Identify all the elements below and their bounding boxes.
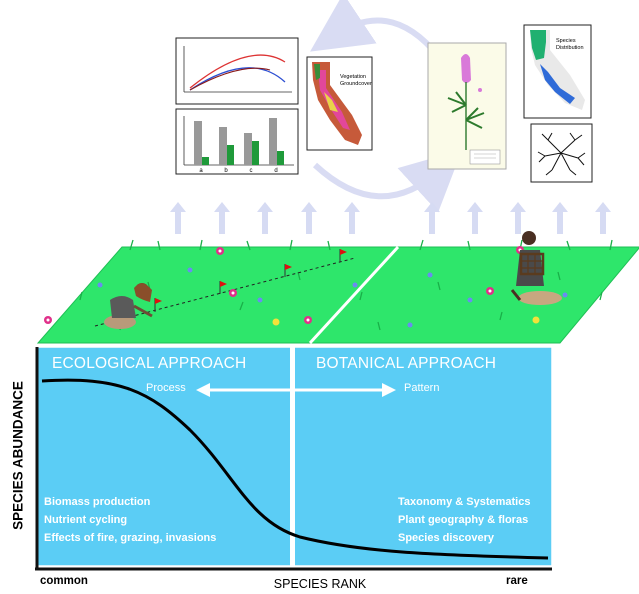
inset-vegetation-map: Vegetation Groundcover [306,56,373,151]
flower-blue [407,322,413,328]
botanical-item-3: Species discovery [398,532,495,544]
vegetation-label-1: Vegetation [340,74,366,80]
botanist-figure [510,231,562,305]
bar-d-grey [269,118,277,165]
inset-herbarium-specimen [427,42,507,170]
botanical-item-2: Plant geography & floras [398,514,529,526]
bar-b-grey [219,127,227,165]
flower-blue [187,267,193,273]
inset-line-red [189,54,286,89]
x-axis-left-label: common [40,575,88,587]
panels [36,346,553,567]
lupine-flower-spike [461,54,471,83]
transect-flags [154,249,347,312]
up-arrow [301,202,317,234]
x-axis-label: SPECIES RANK [273,577,367,591]
botanical-approach-title: BOTANICAL APPROACH [316,355,497,372]
flower-blue [352,282,358,288]
flower-yellow [272,318,280,326]
flag [154,298,162,312]
axes [35,347,552,571]
bar-label-a: a [199,168,203,174]
flower-yellow [532,316,540,324]
species-map-label-1: Species [556,38,576,44]
bar-label-c: c [250,168,253,174]
inset-species-distribution-map: Species Distribution [523,24,592,119]
flag [284,264,292,277]
bar-d-green [277,151,284,165]
process-label: Process [146,382,186,394]
cycle-arrow-bottom [312,149,463,213]
quadrat-frame [519,252,545,276]
bar-a-green [202,157,209,165]
ecological-panel [37,347,290,566]
inset-line-chart [175,37,299,105]
flower-blue [97,282,103,288]
flower-blue [257,297,263,303]
flag [339,249,347,262]
upward-arrows [170,202,611,234]
up-arrow [595,202,611,234]
up-arrow [214,202,230,234]
inset-phylogeny [530,123,593,183]
up-arrow [424,202,440,234]
transect-line [94,257,356,327]
flower-pink [486,287,494,295]
ecological-approach-title: ECOLOGICAL APPROACH [52,355,247,372]
flower-pink [44,316,52,324]
flower-pink [229,289,237,297]
up-arrow [510,202,526,234]
flower-pink [304,316,312,324]
vegetation-label-2: Groundcover [340,81,372,87]
field-divider [308,245,400,345]
up-arrow [467,202,483,234]
flag [219,281,227,294]
up-arrow [170,202,186,234]
flower-blue [562,292,568,298]
inset-line-blue [189,67,286,91]
inset-bar-chart: a b c d [175,108,299,175]
process-pattern-arrow [196,383,396,397]
x-axis-right-label: rare [506,575,528,587]
inset-line-darkred [189,67,271,91]
bar-label-d: d [274,168,277,174]
distribution-green [530,30,546,60]
abundance-curve [41,378,549,560]
up-arrow [257,202,273,234]
ecological-item-3: Effects of fire, grazing, invasions [44,532,217,544]
botanical-panel [295,347,552,566]
bar-b-green [227,145,234,165]
flower-blue [467,297,473,303]
botanical-item-1: Taxonomy & Systematics [398,496,531,508]
bar-c-green [252,141,259,165]
ecological-item-1: Biomass production [44,496,151,508]
flowers [44,246,568,328]
species-map-label-2: Distribution [556,45,584,51]
grass-field [36,231,639,345]
up-arrow [552,202,568,234]
bar-label-b: b [224,168,228,174]
up-arrow [344,202,360,234]
flower-pink [216,247,224,255]
flower-blue [427,272,433,278]
pattern-label: Pattern [404,382,440,394]
y-axis-label: SPECIES ABUNDANCE [10,381,26,530]
ecological-item-2: Nutrient cycling [44,514,128,526]
ecologist-figure [104,283,153,329]
bar-a-grey [194,121,202,165]
bar-c-grey [244,133,252,165]
